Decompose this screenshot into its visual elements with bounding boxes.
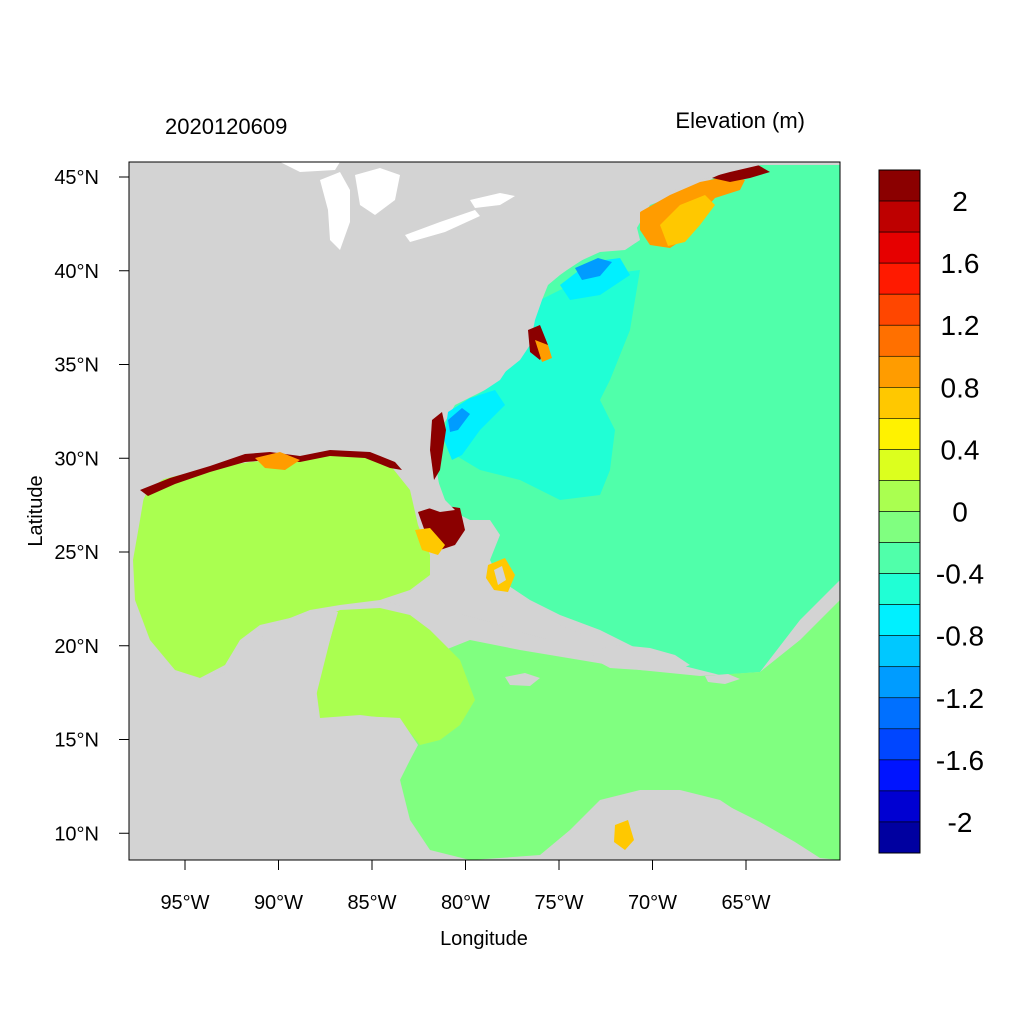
yucatan-land — [262, 612, 338, 720]
colorbar-label: 0 — [952, 497, 968, 528]
x-tick-label: 65°W — [721, 892, 770, 914]
colorbar-label: -1.6 — [936, 745, 984, 776]
shelf-anomaly-lower-north — [560, 258, 630, 300]
hispaniola-land — [592, 645, 690, 672]
negative-anomaly-carolina — [448, 408, 470, 432]
colorbar-swatch — [878, 759, 921, 792]
yucatan-basin — [315, 608, 475, 745]
y-tick-label: 45°N — [54, 167, 99, 189]
x-axis-title: Longitude — [440, 928, 528, 950]
x-tick-label: 80°W — [441, 892, 490, 914]
variable-title: Elevation (m) — [675, 108, 805, 133]
south-america-land — [500, 792, 840, 860]
lake-erie — [405, 210, 480, 242]
maine-coast-surge — [712, 165, 770, 182]
x-tick-label: 70°W — [628, 892, 677, 914]
colorbar-swatch — [878, 231, 921, 264]
x-tick-label: 95°W — [160, 892, 209, 914]
gulf-of-maine-anomaly-inner — [660, 195, 715, 246]
colorbar-swatch — [878, 542, 921, 574]
cuba-land — [385, 592, 585, 642]
colorbar-swatch — [878, 200, 921, 233]
y-tick-label: 35°N — [54, 355, 99, 377]
north-america-land — [129, 162, 840, 550]
y-tick-label: 25°N — [54, 542, 99, 564]
atlantic-ocean — [435, 162, 840, 675]
colorbar-label: -1.2 — [936, 683, 984, 714]
shelf-anomaly-lower — [444, 390, 505, 460]
x-axis-ticks: 95°W 90°W 85°W 80°W 75°W 70°W 65°W — [160, 860, 771, 914]
colorbar-swatch — [878, 418, 921, 450]
colorbar-swatch — [878, 511, 921, 543]
colorbar-swatch — [878, 387, 921, 419]
colorbar-swatch — [878, 573, 921, 605]
y-axis-title: Latitude — [25, 475, 47, 546]
y-tick-label: 30°N — [54, 448, 99, 470]
x-tick-label: 75°W — [534, 892, 583, 914]
colorbar-swatch — [878, 262, 921, 295]
lake-michigan — [320, 172, 350, 250]
colorbar-label: -2 — [948, 807, 973, 838]
y-tick-label: 40°N — [54, 261, 99, 283]
x-tick-label: 90°W — [254, 892, 303, 914]
colorbar — [878, 169, 921, 854]
colorbar-swatch — [878, 449, 921, 481]
colorbar-label: 2 — [952, 186, 968, 217]
colorbar-label: -0.8 — [936, 621, 984, 652]
colorbar-labels: 2 1.6 1.2 0.8 0.4 0 -0.4 -0.8 -1.2 -1.6 -2 — [936, 186, 984, 838]
caribbean-sea — [400, 600, 840, 860]
louisiana-anomaly — [255, 452, 300, 470]
colorbar-label: 1.6 — [941, 248, 980, 279]
andros-land — [494, 566, 506, 585]
gulf-of-mexico — [133, 452, 430, 678]
y-tick-label: 20°N — [54, 636, 99, 658]
colorbar-label: -0.4 — [936, 559, 984, 590]
colorbar-swatch — [878, 293, 921, 326]
y-axis-ticks: 45°N 40°N 35°N 30°N 25°N 20°N 15°N 10°N — [54, 167, 129, 845]
puerto-rico-land — [705, 674, 740, 684]
colorbar-swatch — [878, 604, 921, 636]
colorbar-swatch — [878, 666, 921, 699]
colorbar-swatch — [878, 821, 921, 854]
colorbar-swatch — [878, 728, 921, 761]
colorbar-swatch — [878, 480, 921, 512]
colorbar-frame — [878, 169, 921, 854]
lake-ontario — [470, 193, 515, 208]
map-frame — [128, 161, 841, 861]
negative-anomaly-bight — [575, 258, 612, 280]
southeast-coast-surge — [430, 412, 446, 480]
y-tick-label: 15°N — [54, 730, 99, 752]
lake-superior — [280, 162, 340, 172]
colorbar-label: 0.8 — [941, 372, 980, 403]
colorbar-label: 1.2 — [941, 310, 980, 341]
colorbar-label: 0.4 — [941, 434, 980, 465]
jamaica-land — [505, 673, 540, 686]
map-panel — [129, 162, 840, 860]
shelf-anomaly-low — [455, 270, 640, 500]
y-tick-label: 10°N — [54, 823, 99, 845]
lake-huron — [355, 168, 400, 215]
florida-keys-anomaly — [415, 528, 445, 555]
carolina-anomaly — [535, 340, 552, 362]
colorbar-swatch — [878, 355, 921, 388]
maracaibo-anomaly — [614, 820, 634, 850]
timestamp-title: 2020120609 — [165, 114, 287, 139]
colorbar-swatch — [878, 324, 921, 357]
x-tick-label: 85°W — [347, 892, 396, 914]
colorbar-swatch — [878, 697, 921, 730]
colorbar-swatch — [878, 790, 921, 823]
colorbar-swatch — [878, 635, 921, 668]
colorbar-swatch — [878, 169, 921, 202]
